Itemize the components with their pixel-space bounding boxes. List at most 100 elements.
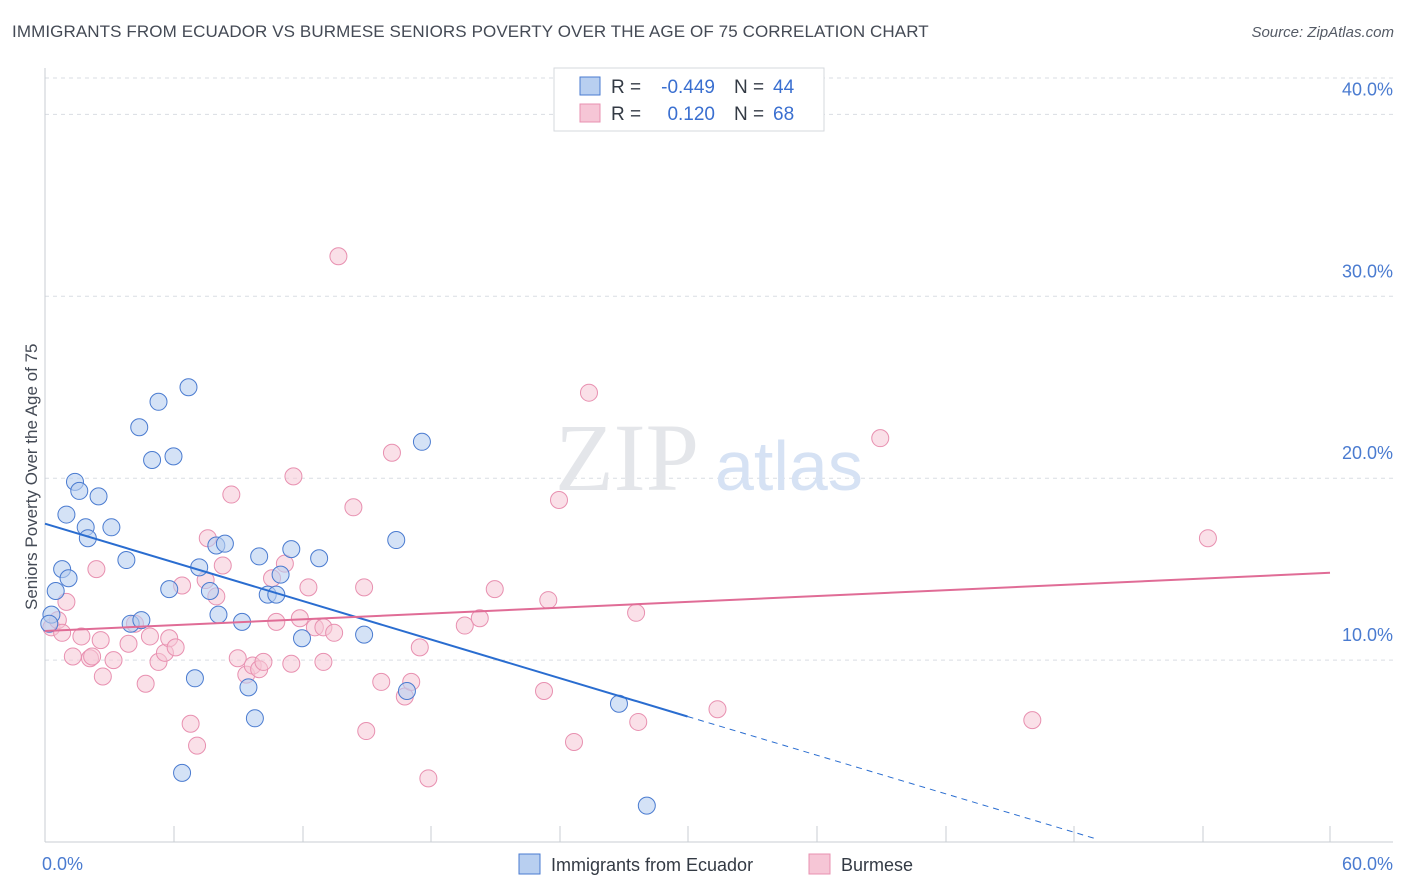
burmese-point bbox=[213, 556, 232, 575]
watermark-zip: ZIP bbox=[555, 404, 699, 511]
legend-r-value-burmese: 0.120 bbox=[667, 104, 715, 125]
burmese-trend-line bbox=[44, 571, 1331, 632]
burmese-point bbox=[329, 247, 348, 266]
ecuador-point bbox=[132, 611, 151, 630]
ecuador-point bbox=[70, 481, 89, 500]
burmese-point bbox=[267, 612, 286, 631]
burmese-point bbox=[136, 674, 155, 693]
x-tick-label: 60.0% bbox=[1342, 854, 1393, 874]
burmese-point bbox=[410, 638, 429, 657]
legend-n-label-ecuador: N = bbox=[734, 77, 764, 98]
ecuador-point bbox=[293, 629, 311, 648]
axes bbox=[44, 68, 1393, 843]
ecuador-point bbox=[46, 581, 65, 600]
burmese-point bbox=[104, 651, 123, 670]
ecuador-point bbox=[637, 796, 656, 815]
series-swatch-ecuador bbox=[518, 853, 541, 875]
ecuador-trend-extension bbox=[687, 716, 1095, 839]
burmese-point bbox=[550, 491, 568, 510]
burmese-point bbox=[355, 578, 374, 597]
burmese-point bbox=[535, 682, 554, 701]
ecuador-point bbox=[387, 531, 406, 550]
burmese-point bbox=[254, 652, 273, 671]
y-tick-label: 40.0% bbox=[1342, 79, 1393, 99]
ecuador-point bbox=[271, 565, 290, 584]
ecuador-point bbox=[209, 605, 228, 624]
watermark-atlas: atlas bbox=[715, 427, 863, 505]
chart-title: IMMIGRANTS FROM ECUADOR VS BURMESE SENIO… bbox=[12, 22, 929, 41]
ecuador-point bbox=[117, 551, 136, 570]
series-label-ecuador: Immigrants from Ecuador bbox=[551, 855, 753, 875]
burmese-point bbox=[344, 498, 363, 517]
burmese-point bbox=[63, 647, 82, 666]
ecuador-point bbox=[245, 709, 264, 728]
burmese-point bbox=[1023, 711, 1042, 730]
legend-r-label-ecuador: R = bbox=[611, 77, 641, 98]
burmese-point bbox=[93, 667, 112, 686]
burmese-point bbox=[181, 714, 200, 733]
burmese-point bbox=[871, 429, 890, 448]
burmese-point bbox=[708, 700, 727, 719]
ecuador-point bbox=[40, 614, 59, 633]
ecuador-point bbox=[173, 763, 192, 782]
ecuador-point bbox=[239, 678, 258, 697]
ecuador-point bbox=[355, 625, 374, 644]
burmese-point bbox=[83, 647, 102, 666]
burmese-point bbox=[314, 652, 333, 671]
ecuador-point bbox=[179, 378, 198, 397]
burmese-point bbox=[1198, 529, 1217, 548]
legend-swatch-burmese bbox=[579, 103, 601, 123]
source-credit: Source: ZipAtlas.com bbox=[1251, 24, 1394, 41]
grid-lines bbox=[45, 77, 1393, 661]
y-tick-label: 20.0% bbox=[1342, 443, 1393, 463]
burmese-point bbox=[485, 580, 504, 599]
burmese-point bbox=[57, 592, 76, 611]
burmese-points bbox=[42, 247, 1217, 788]
burmese-point bbox=[72, 627, 91, 646]
burmese-point bbox=[470, 609, 489, 628]
legend-r-label-burmese: R = bbox=[611, 104, 641, 125]
burmese-point bbox=[284, 467, 303, 486]
legend-r-value-ecuador: -0.449 bbox=[661, 77, 715, 98]
ecuador-point bbox=[149, 392, 168, 411]
burmese-point bbox=[299, 578, 318, 597]
ecuador-points bbox=[40, 378, 656, 815]
y-tick-label: 10.0% bbox=[1342, 625, 1393, 645]
burmese-point bbox=[325, 623, 344, 642]
ecuador-point bbox=[57, 505, 76, 524]
ecuador-trend-line bbox=[44, 522, 688, 718]
ecuador-point bbox=[143, 451, 162, 469]
burmese-point bbox=[140, 627, 159, 646]
ecuador-point bbox=[215, 534, 234, 553]
legend-n-value-ecuador: 44 bbox=[773, 77, 795, 98]
burmese-point bbox=[53, 623, 72, 642]
trend-lines bbox=[44, 522, 1331, 839]
burmese-point bbox=[382, 443, 401, 462]
series-legend: Immigrants from Ecuador Burmese bbox=[518, 853, 913, 875]
tick-labels: 10.0% 20.0% 30.0% 40.0% 0.0% 60.0% bbox=[42, 79, 1393, 874]
watermark: ZIP atlas bbox=[555, 404, 863, 511]
legend-n-label-burmese: N = bbox=[734, 104, 764, 125]
ecuador-point bbox=[164, 447, 183, 466]
burmese-point bbox=[629, 712, 648, 731]
ecuador-point bbox=[200, 581, 219, 600]
ecuador-point bbox=[130, 418, 149, 437]
y-tick-label: 30.0% bbox=[1342, 261, 1393, 281]
correlation-legend: R = -0.449 N = 44 R = 0.120 N = 68 bbox=[553, 67, 825, 132]
ecuador-point bbox=[250, 547, 269, 566]
burmese-point bbox=[282, 654, 301, 673]
series-label-burmese: Burmese bbox=[841, 855, 913, 875]
ecuador-point bbox=[282, 540, 301, 559]
burmese-point bbox=[419, 769, 438, 788]
burmese-point bbox=[166, 638, 185, 657]
burmese-point bbox=[455, 616, 474, 635]
burmese-point bbox=[564, 732, 583, 751]
legend-swatch-ecuador bbox=[579, 76, 601, 96]
burmese-point bbox=[188, 736, 207, 755]
ecuador-point bbox=[310, 549, 329, 568]
ecuador-point bbox=[185, 669, 204, 688]
burmese-point bbox=[627, 603, 646, 622]
burmese-point bbox=[357, 722, 376, 741]
y-axis-label: Seniors Poverty Over the Age of 75 bbox=[22, 344, 41, 610]
